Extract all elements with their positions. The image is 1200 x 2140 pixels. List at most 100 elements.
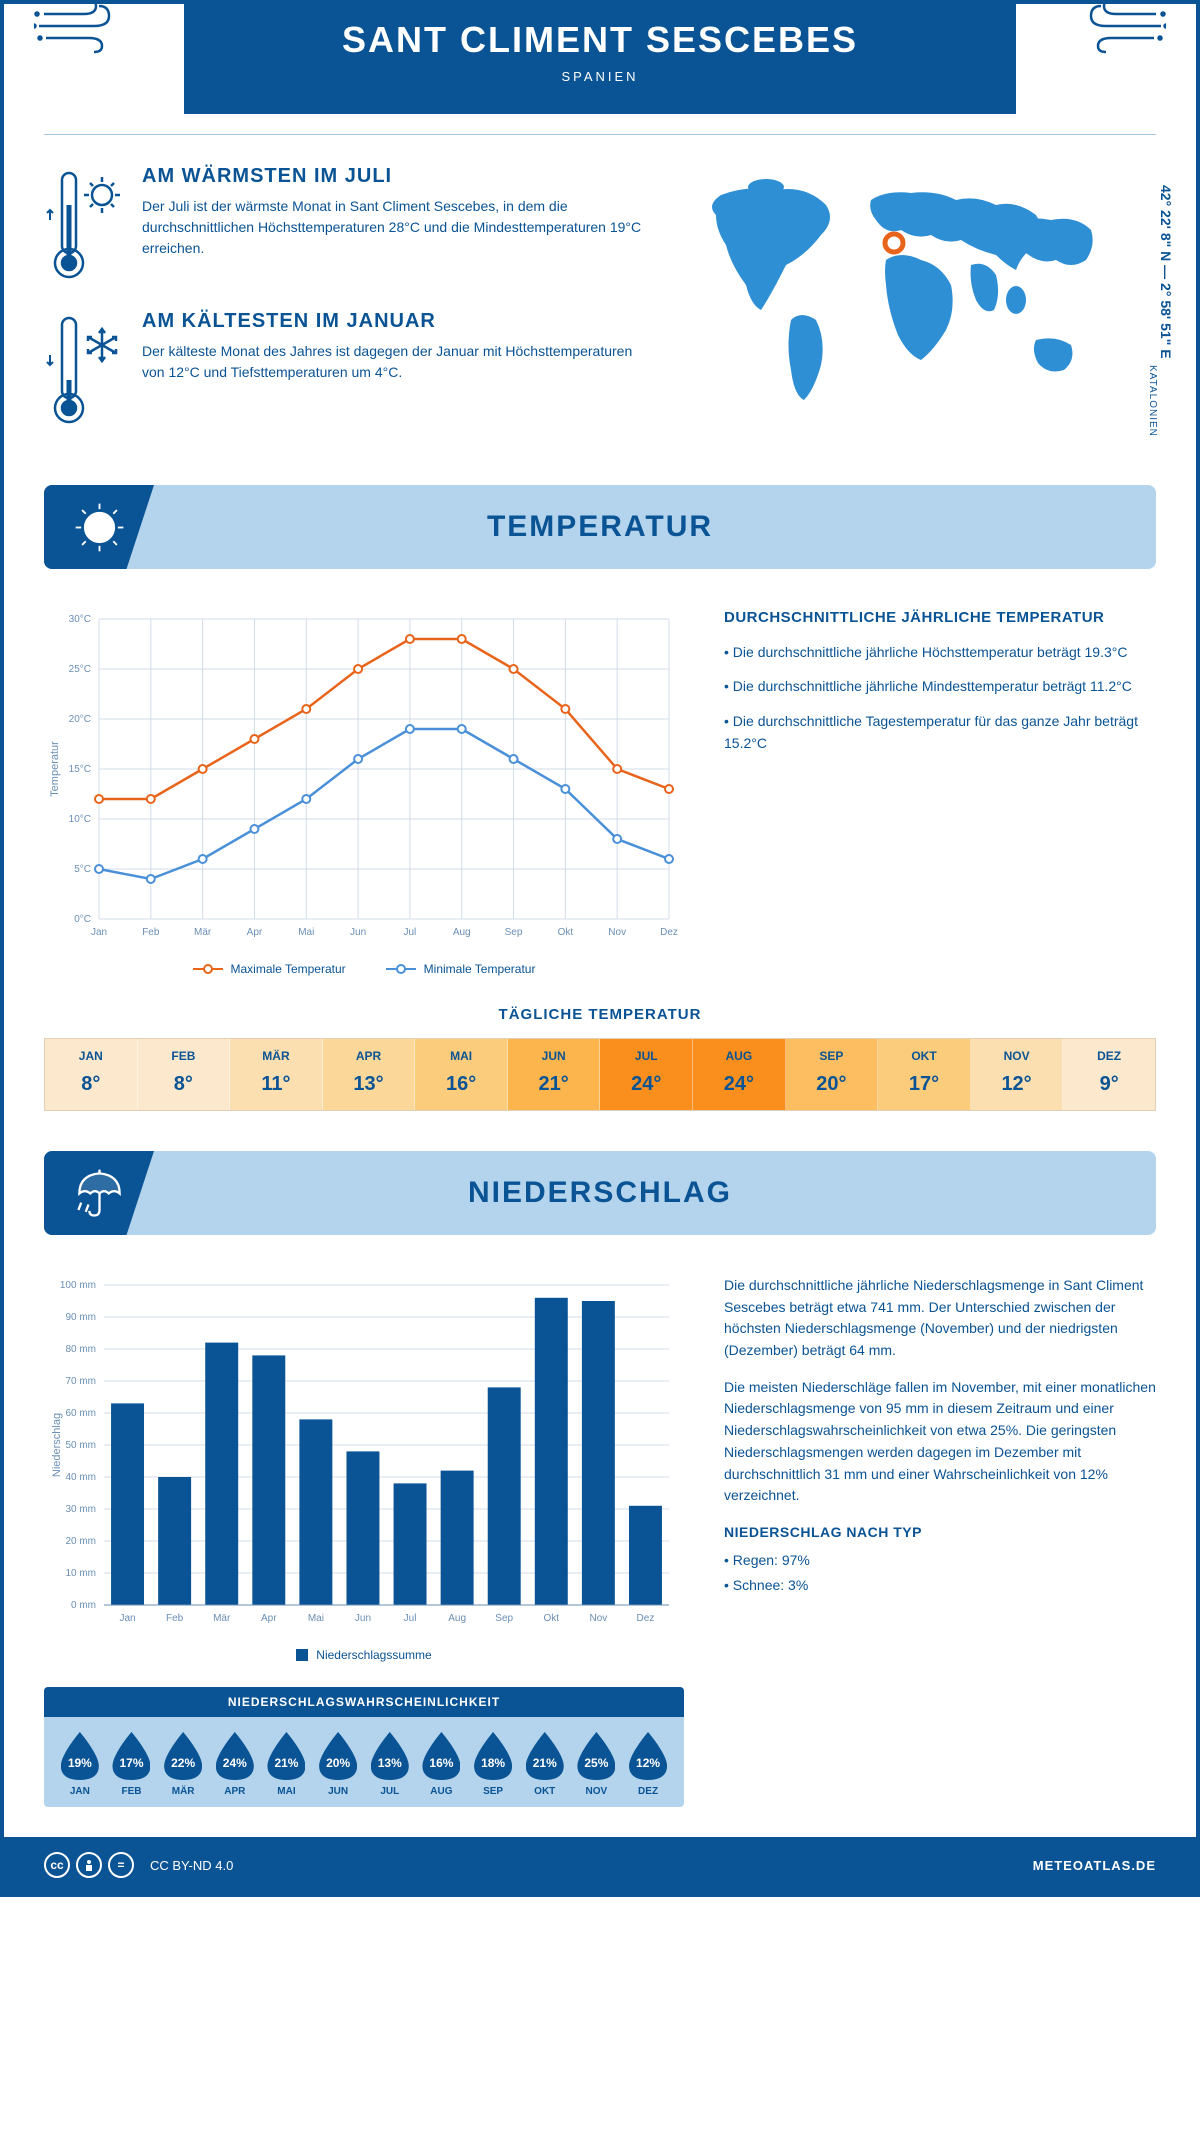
legend-max-label: Maximale Temperatur: [231, 962, 346, 976]
license-text: CC BY-ND 4.0: [150, 1858, 233, 1873]
precip-type-2: • Schnee: 3%: [724, 1575, 1156, 1597]
infographic-page: SANT CLIMENT SESCEBES SPANIEN AM WÄRMSTE…: [0, 0, 1200, 1897]
svg-text:0 mm: 0 mm: [71, 1600, 96, 1611]
thermometer-cold-icon: [44, 310, 124, 430]
svg-text:80 mm: 80 mm: [65, 1344, 96, 1355]
warmest-block: AM WÄRMSTEN IM JULI Der Juli ist der wär…: [44, 165, 646, 285]
precip-info-p2: Die meisten Niederschläge fallen im Nove…: [724, 1377, 1156, 1507]
svg-text:Feb: Feb: [142, 927, 160, 938]
probability-drop: 20%JUN: [319, 1732, 357, 1797]
svg-text:Jan: Jan: [119, 1613, 135, 1624]
svg-text:60 mm: 60 mm: [65, 1408, 96, 1419]
temperature-info: DURCHSCHNITTLICHE JÄHRLICHE TEMPERATUR •…: [724, 609, 1156, 976]
world-map-icon: [676, 165, 1116, 425]
intro-section: AM WÄRMSTEN IM JULI Der Juli ist der wär…: [4, 155, 1196, 475]
temperature-legend: .legend-item:nth-child(1) .legend-line::…: [44, 962, 684, 976]
temperature-section-header: TEMPERATUR: [44, 485, 1156, 569]
sun-corner-icon: [44, 485, 154, 569]
license-block: cc = CC BY-ND 4.0: [44, 1852, 233, 1878]
svg-text:Sep: Sep: [505, 927, 523, 938]
svg-text:Niederschlag: Niederschlag: [51, 1413, 63, 1477]
precipitation-info: Die durchschnittliche jährliche Niedersc…: [724, 1275, 1156, 1662]
warmest-text: Der Juli ist der wärmste Monat in Sant C…: [142, 196, 646, 259]
svg-text:Jun: Jun: [350, 927, 366, 938]
daily-temp-strip: JAN8°FEB8°MÄR11°APR13°MAI16°JUN21°JUL24°…: [44, 1038, 1156, 1111]
wind-icon-left: [34, 0, 134, 54]
intro-text-column: AM WÄRMSTEN IM JULI Der Juli ist der wär…: [44, 165, 646, 455]
daily-temperature-section: TÄGLICHE TEMPERATUR JAN8°FEB8°MÄR11°APR1…: [4, 996, 1196, 1141]
svg-text:Temperatur: Temperatur: [49, 741, 61, 797]
legend-precip-label: Niederschlagssumme: [316, 1648, 431, 1662]
svg-text:50 mm: 50 mm: [65, 1440, 96, 1451]
svg-text:10°C: 10°C: [69, 814, 91, 825]
coldest-text: Der kälteste Monat des Jahres ist dagege…: [142, 341, 646, 383]
coldest-block: AM KÄLTESTEN IM JANUAR Der kälteste Mona…: [44, 310, 646, 430]
probability-drop: 18%SEP: [474, 1732, 512, 1797]
svg-text:40 mm: 40 mm: [65, 1472, 96, 1483]
temp-cell: DEZ9°: [1063, 1039, 1155, 1110]
svg-text:Okt: Okt: [558, 927, 574, 938]
svg-text:Mai: Mai: [308, 1613, 324, 1624]
precipitation-heading: NIEDERSCHLAG: [44, 1176, 1156, 1210]
probability-drop: 12%DEZ: [629, 1732, 667, 1797]
divider: [44, 134, 1156, 135]
country-subtitle: SPANIEN: [184, 69, 1016, 84]
probability-drop: 16%AUG: [422, 1732, 460, 1797]
svg-text:Apr: Apr: [247, 927, 263, 938]
precip-type-1: • Regen: 97%: [724, 1550, 1156, 1572]
temp-info-bullet-1: • Die durchschnittliche jährliche Höchst…: [724, 641, 1156, 663]
legend-max: .legend-item:nth-child(1) .legend-line::…: [193, 962, 346, 976]
temp-cell: MÄR11°: [230, 1039, 323, 1110]
probability-drop: 17%FEB: [112, 1732, 150, 1797]
svg-text:30 mm: 30 mm: [65, 1504, 96, 1515]
warmest-heading: AM WÄRMSTEN IM JULI: [142, 165, 646, 188]
probability-drop: 22%MÄR: [164, 1732, 202, 1797]
legend-min: .legend-item:nth-child(2) .legend-line::…: [386, 962, 536, 976]
svg-text:Dez: Dez: [660, 927, 678, 938]
probability-drop: 13%JUL: [371, 1732, 409, 1797]
precip-type-heading: NIEDERSCHLAG NACH TYP: [724, 1522, 1156, 1544]
temp-cell: JUL24°: [600, 1039, 693, 1110]
probability-drop: 19%JAN: [61, 1732, 99, 1797]
svg-text:Aug: Aug: [448, 1613, 466, 1624]
svg-text:30°C: 30°C: [69, 614, 91, 625]
svg-text:Nov: Nov: [589, 1613, 607, 1624]
daily-temp-heading: TÄGLICHE TEMPERATUR: [44, 1006, 1156, 1023]
probability-drop: 21%OKT: [526, 1732, 564, 1797]
svg-text:25°C: 25°C: [69, 664, 91, 675]
location-title: SANT CLIMENT SESCEBES: [184, 19, 1016, 61]
svg-text:70 mm: 70 mm: [65, 1376, 96, 1387]
svg-text:Jun: Jun: [355, 1613, 371, 1624]
footer: cc = CC BY-ND 4.0 METEOATLAS.DE: [4, 1837, 1196, 1893]
svg-text:10 mm: 10 mm: [65, 1568, 96, 1579]
thermometer-hot-icon: [44, 165, 124, 285]
probability-box: NIEDERSCHLAGSWAHRSCHEINLICHKEIT 19%JAN 17…: [44, 1687, 684, 1807]
header-band: SANT CLIMENT SESCEBES SPANIEN: [184, 0, 1016, 114]
precipitation-body: 0 mm 10 mm 20 mm 30 mm 40 mm 50 mm 60 mm 70 mm 8…: [4, 1245, 1196, 1672]
temp-cell: APR13°: [323, 1039, 416, 1110]
probability-heading: NIEDERSCHLAGSWAHRSCHEINLICHKEIT: [44, 1687, 684, 1717]
svg-text:15°C: 15°C: [69, 764, 91, 775]
temp-cell: JAN8°: [45, 1039, 138, 1110]
svg-text:Jul: Jul: [404, 927, 417, 938]
precipitation-bar-chart: 0 mm 10 mm 20 mm 30 mm 40 mm 50 mm 60 mm 70 mm 8…: [44, 1275, 684, 1635]
umbrella-corner-icon: [44, 1151, 154, 1235]
temp-cell: FEB8°: [138, 1039, 231, 1110]
temp-cell: OKT17°: [878, 1039, 971, 1110]
temperature-line-chart: 0°C5°C10°C15°C20°C25°C30°CJanFebMärAprMa…: [44, 609, 684, 949]
svg-text:Mai: Mai: [298, 927, 314, 938]
svg-text:Mär: Mär: [194, 927, 212, 938]
probability-drop: 24%APR: [216, 1732, 254, 1797]
legend-min-label: Minimale Temperatur: [424, 962, 536, 976]
temperature-heading: TEMPERATUR: [44, 510, 1156, 544]
legend-precip: Niederschlagssumme: [296, 1648, 431, 1662]
svg-text:20 mm: 20 mm: [65, 1536, 96, 1547]
map-column: 42° 22' 8" N — 2° 58' 51" E KATALONIEN: [676, 165, 1156, 455]
probability-drop: 21%MAI: [267, 1732, 305, 1797]
precipitation-section-header: NIEDERSCHLAG: [44, 1151, 1156, 1235]
temp-cell: NOV12°: [971, 1039, 1064, 1110]
temp-info-bullet-3: • Die durchschnittliche Tagestemperatur …: [724, 710, 1156, 755]
temperature-body: 0°C5°C10°C15°C20°C25°C30°CJanFebMärAprMa…: [4, 579, 1196, 996]
temperature-chart: 0°C5°C10°C15°C20°C25°C30°CJanFebMärAprMa…: [44, 609, 684, 976]
svg-text:Sep: Sep: [495, 1613, 513, 1624]
